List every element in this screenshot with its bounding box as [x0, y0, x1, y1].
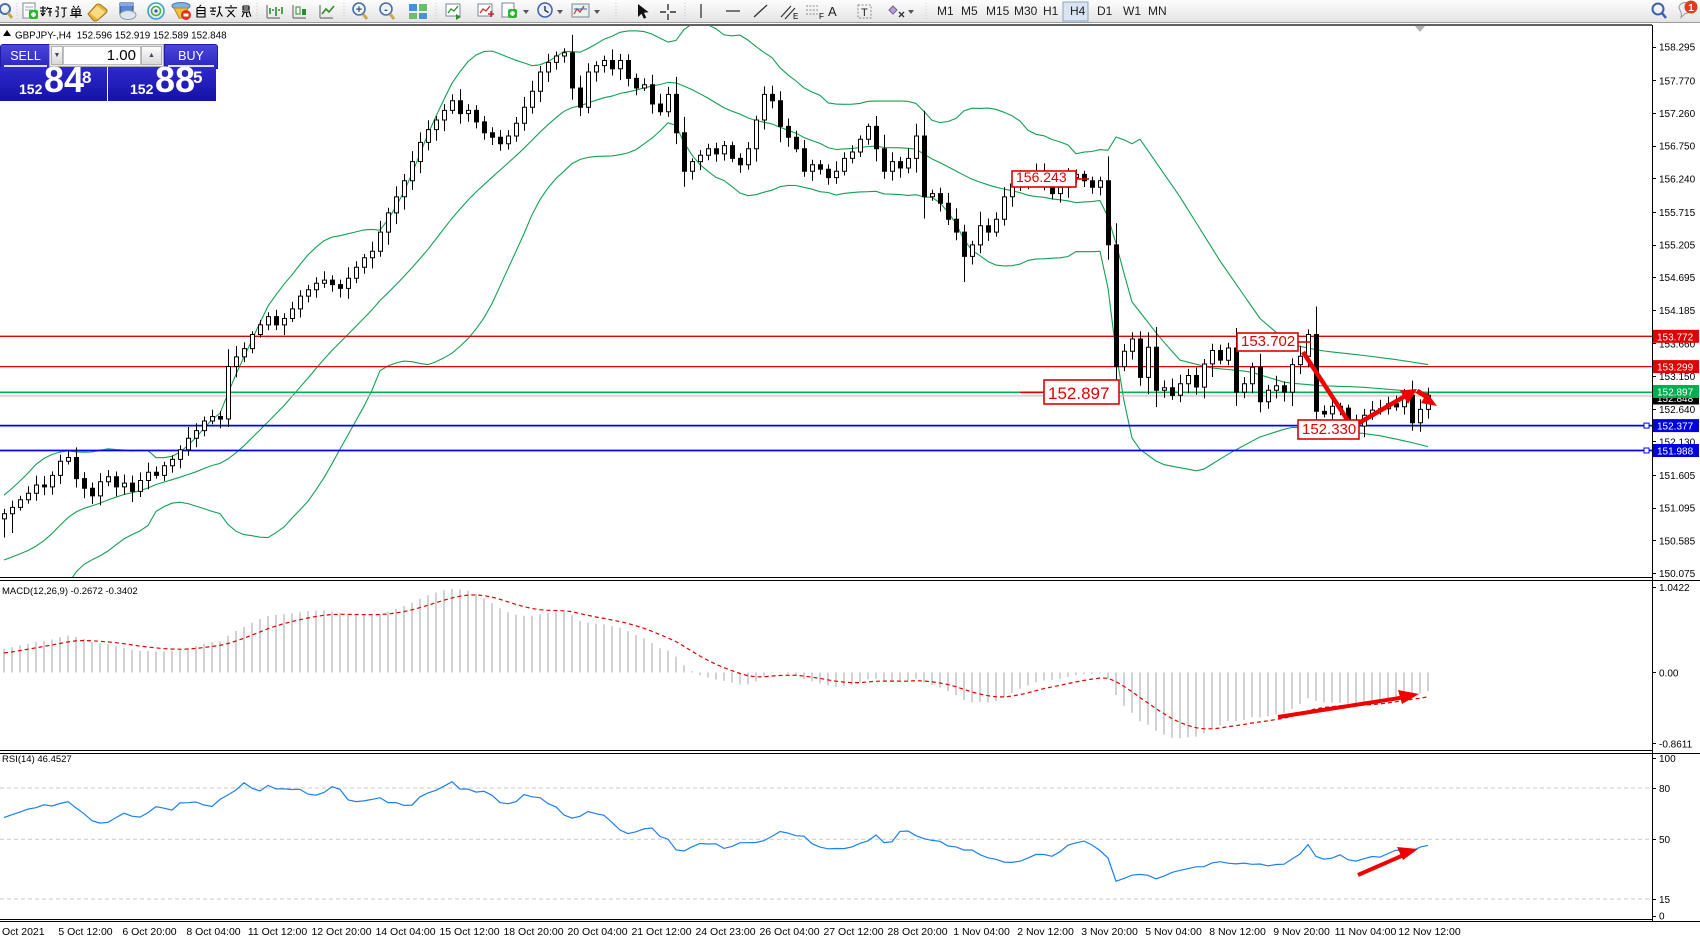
svg-text:M30: M30 — [1014, 4, 1038, 18]
svg-text:151.988: 151.988 — [1657, 447, 1694, 458]
svg-text:M1: M1 — [937, 4, 954, 18]
svg-text:5 Nov 04:00: 5 Nov 04:00 — [1145, 926, 1202, 938]
svg-text:1.0422: 1.0422 — [1659, 583, 1690, 594]
svg-text:157.260: 157.260 — [1659, 109, 1696, 120]
svg-text:GBPJPY-,H4 152.596 152.919 15: GBPJPY-,H4 152.596 152.919 152.589 152.8… — [15, 31, 227, 42]
svg-text:153.772: 153.772 — [1657, 332, 1694, 343]
svg-text:0: 0 — [1659, 912, 1665, 923]
svg-text:MACD(12,26,9) -0.2672 -0.3402: MACD(12,26,9) -0.2672 -0.3402 — [2, 586, 138, 597]
svg-text:152.377: 152.377 — [1657, 422, 1694, 433]
svg-text:158.295: 158.295 — [1659, 43, 1696, 54]
svg-text:152.130: 152.130 — [1659, 437, 1696, 448]
svg-text:2 Nov 12:00: 2 Nov 12:00 — [1017, 926, 1074, 938]
svg-text:D1: D1 — [1097, 4, 1113, 18]
svg-text:28 Oct 20:00: 28 Oct 20:00 — [887, 926, 947, 938]
svg-text:152.848: 152.848 — [1657, 394, 1694, 405]
svg-text:12 Nov 12:00: 12 Nov 12:00 — [1398, 926, 1461, 938]
svg-text:15: 15 — [1659, 895, 1671, 906]
svg-text:F: F — [819, 12, 824, 21]
svg-text:A: A — [828, 4, 837, 19]
svg-text:T: T — [861, 7, 868, 19]
svg-text:155.715: 155.715 — [1659, 208, 1696, 219]
svg-text:W1: W1 — [1123, 4, 1141, 18]
svg-text:M15: M15 — [986, 4, 1010, 18]
svg-text:156.750: 156.750 — [1659, 142, 1696, 153]
svg-text:12 Oct 20:00: 12 Oct 20:00 — [311, 926, 371, 938]
svg-text:154.185: 154.185 — [1659, 306, 1696, 317]
svg-text:26 Oct 04:00: 26 Oct 04:00 — [759, 926, 819, 938]
svg-text:1: 1 — [1688, 3, 1694, 14]
svg-text:H1: H1 — [1043, 4, 1059, 18]
svg-text:151.605: 151.605 — [1659, 471, 1696, 482]
svg-text:152.640: 152.640 — [1659, 405, 1696, 416]
svg-text:80: 80 — [1659, 784, 1671, 795]
svg-text:5 Oct 12:00: 5 Oct 12:00 — [58, 926, 112, 938]
svg-text:154.695: 154.695 — [1659, 273, 1696, 284]
svg-text:11 Nov 04:00: 11 Nov 04:00 — [1335, 926, 1397, 938]
svg-text:153.150: 153.150 — [1659, 372, 1696, 383]
svg-text:8 Oct 04:00: 8 Oct 04:00 — [186, 926, 240, 938]
svg-text:152.330: 152.330 — [1302, 421, 1356, 438]
svg-text:152.897: 152.897 — [1657, 388, 1694, 399]
svg-text:155.205: 155.205 — [1659, 241, 1696, 252]
svg-text:27 Oct 12:00: 27 Oct 12:00 — [823, 926, 883, 938]
svg-text:153.660: 153.660 — [1659, 340, 1696, 351]
svg-text:M5: M5 — [961, 4, 978, 18]
svg-text:+: + — [356, 4, 362, 16]
svg-text:Oct 2021: Oct 2021 — [2, 926, 45, 938]
svg-text:150.075: 150.075 — [1659, 569, 1696, 580]
svg-text:8 Nov 12:00: 8 Nov 12:00 — [1209, 926, 1266, 938]
svg-text:151.095: 151.095 — [1659, 504, 1696, 515]
svg-text:E: E — [793, 12, 798, 21]
svg-text:MN: MN — [1148, 4, 1167, 18]
svg-text:11 Oct 12:00: 11 Oct 12:00 — [248, 926, 308, 938]
svg-text:157.770: 157.770 — [1659, 76, 1696, 87]
svg-text:H4: H4 — [1070, 4, 1086, 18]
svg-text:18 Oct 20:00: 18 Oct 20:00 — [503, 926, 563, 938]
svg-text:24 Oct 23:00: 24 Oct 23:00 — [695, 926, 755, 938]
svg-text:50: 50 — [1659, 835, 1671, 846]
svg-text:0.00: 0.00 — [1659, 669, 1679, 680]
svg-text:1 Nov 04:00: 1 Nov 04:00 — [953, 926, 1010, 938]
svg-text:152.897: 152.897 — [1048, 384, 1109, 403]
svg-text:-0.8611: -0.8611 — [1659, 739, 1693, 750]
svg-text:9 Nov 20:00: 9 Nov 20:00 — [1273, 926, 1330, 938]
svg-text:14 Oct 04:00: 14 Oct 04:00 — [375, 926, 435, 938]
svg-text:150.585: 150.585 — [1659, 536, 1696, 547]
svg-text:20 Oct 04:00: 20 Oct 04:00 — [567, 926, 627, 938]
svg-text:100: 100 — [1659, 754, 1676, 765]
svg-text:153.299: 153.299 — [1657, 363, 1694, 374]
svg-text:156.243: 156.243 — [1016, 169, 1067, 185]
svg-text:6 Oct 20:00: 6 Oct 20:00 — [122, 926, 176, 938]
svg-text:153.702: 153.702 — [1241, 333, 1295, 350]
svg-text:156.240: 156.240 — [1659, 174, 1696, 185]
svg-text:15 Oct 12:00: 15 Oct 12:00 — [439, 926, 499, 938]
svg-text:3 Nov 20:00: 3 Nov 20:00 — [1081, 926, 1138, 938]
svg-text:21 Oct 12:00: 21 Oct 12:00 — [631, 926, 691, 938]
svg-text:RSI(14) 46.4527: RSI(14) 46.4527 — [2, 754, 72, 765]
svg-text:-: - — [384, 4, 388, 16]
